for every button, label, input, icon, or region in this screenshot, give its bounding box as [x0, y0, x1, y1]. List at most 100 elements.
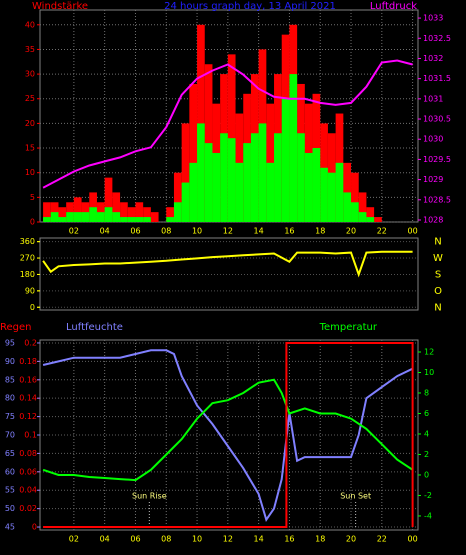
bar [181, 182, 190, 222]
x-tick-label: 12 [223, 227, 233, 236]
y-tick-label: 5 [30, 193, 35, 202]
y-tick-label: 0.14 [19, 394, 37, 403]
axis-label: Windstärke [32, 1, 88, 12]
bar [358, 212, 367, 222]
bar [58, 217, 67, 222]
y-tick-label: 0.04 [19, 486, 37, 495]
y-tick-label: 180 [20, 270, 35, 279]
x-tick-label: 06 [130, 535, 140, 544]
bar [189, 83, 198, 222]
bar [127, 207, 136, 222]
y-tick-label: 270 [20, 254, 35, 263]
bar [327, 172, 336, 222]
y-tick-label: 90 [25, 286, 35, 295]
line [42, 250, 413, 278]
bar [297, 133, 305, 222]
y-tick-label: S [435, 269, 441, 280]
bar [343, 192, 352, 222]
x-tick-label: 20 [346, 227, 356, 236]
bar [150, 212, 159, 222]
y-tick-label: 0.18 [19, 357, 37, 366]
bar [227, 54, 236, 222]
y-tick-label: 0.12 [19, 412, 37, 421]
y-tick-label: 30 [25, 70, 35, 79]
line [43, 342, 414, 528]
y-tick-label: 95 [5, 338, 15, 347]
y-tick-label: 1032.5 [423, 34, 451, 43]
bar [212, 152, 221, 222]
y-tick-label: 10 [25, 168, 35, 177]
x-tick-label: 04 [100, 227, 110, 236]
y-tick-label: 1029 [423, 175, 443, 184]
x-tick-label: 20 [346, 535, 356, 544]
x-tick-label: 10 [192, 535, 202, 544]
y-tick-label: 1031 [423, 94, 443, 103]
y-tick-label: W [433, 253, 443, 264]
x-tick-label: 00 [408, 535, 418, 544]
bar [143, 207, 151, 222]
bar [112, 212, 121, 222]
x-tick-label: 02 [69, 535, 79, 544]
y-tick-label: 1030.5 [423, 115, 451, 124]
bar [112, 192, 121, 222]
y-tick-label: 10 [424, 368, 434, 377]
y-tick-label: 0.1 [24, 431, 37, 440]
bar [351, 172, 359, 222]
bar [366, 217, 375, 222]
bar [366, 207, 375, 222]
bar [304, 152, 313, 222]
line [42, 59, 413, 189]
x-tick-label: 22 [377, 227, 387, 236]
y-tick-label: 1033 [423, 14, 443, 23]
y-tick-label: 0.16 [19, 375, 37, 384]
x-tick-label: 08 [161, 535, 171, 544]
y-tick-label: 25 [25, 94, 35, 103]
x-tick-label: 10 [192, 227, 202, 236]
y-tick-label: 85 [5, 375, 15, 384]
axis-label: Regen [0, 322, 32, 333]
bar [173, 172, 182, 222]
y-tick-label: 1032 [423, 54, 443, 63]
bar [89, 207, 97, 222]
y-tick-label: 6 [424, 409, 429, 418]
bar [127, 217, 136, 222]
bar [320, 167, 328, 222]
bar [120, 202, 128, 222]
y-tick-label: 0 [30, 218, 35, 227]
y-tick-label: 1028.5 [423, 195, 451, 204]
x-tick-label: 08 [161, 227, 171, 236]
y-tick-label: 45 [5, 523, 15, 532]
y-tick-label: -2 [424, 491, 432, 500]
y-tick-label: N [434, 302, 441, 313]
bar [266, 162, 275, 222]
y-tick-label: 0.2 [24, 339, 37, 348]
bar [50, 202, 59, 222]
y-tick-label: 0 [30, 303, 35, 312]
y-tick-label: 1028 [423, 215, 443, 224]
x-tick-label: 18 [315, 535, 325, 544]
x-tick-label: 16 [284, 227, 294, 236]
bar [374, 217, 382, 222]
y-tick-label: 0.02 [19, 504, 37, 513]
y-tick-label: 35 [25, 45, 35, 54]
bar [81, 202, 90, 222]
bar [312, 148, 321, 222]
y-tick-label: 0 [32, 522, 37, 531]
y-tick-label: 50 [5, 504, 15, 513]
bar [120, 217, 128, 222]
bar [96, 202, 105, 222]
bar [81, 212, 90, 222]
x-tick-label: 06 [130, 227, 140, 236]
bar [50, 212, 59, 222]
bar [204, 143, 213, 222]
y-tick-label: 90 [5, 357, 15, 366]
y-tick-label: 8 [424, 388, 429, 397]
bar [96, 212, 105, 222]
y-tick-label: 2 [424, 450, 429, 459]
x-tick-label: 04 [100, 535, 110, 544]
axis-label: Luftfeuchte [66, 322, 123, 333]
y-tick-label: 60 [5, 467, 15, 476]
y-tick-label: 20 [25, 119, 35, 128]
y-tick-label: 1031.5 [423, 74, 451, 83]
bar [243, 143, 251, 222]
